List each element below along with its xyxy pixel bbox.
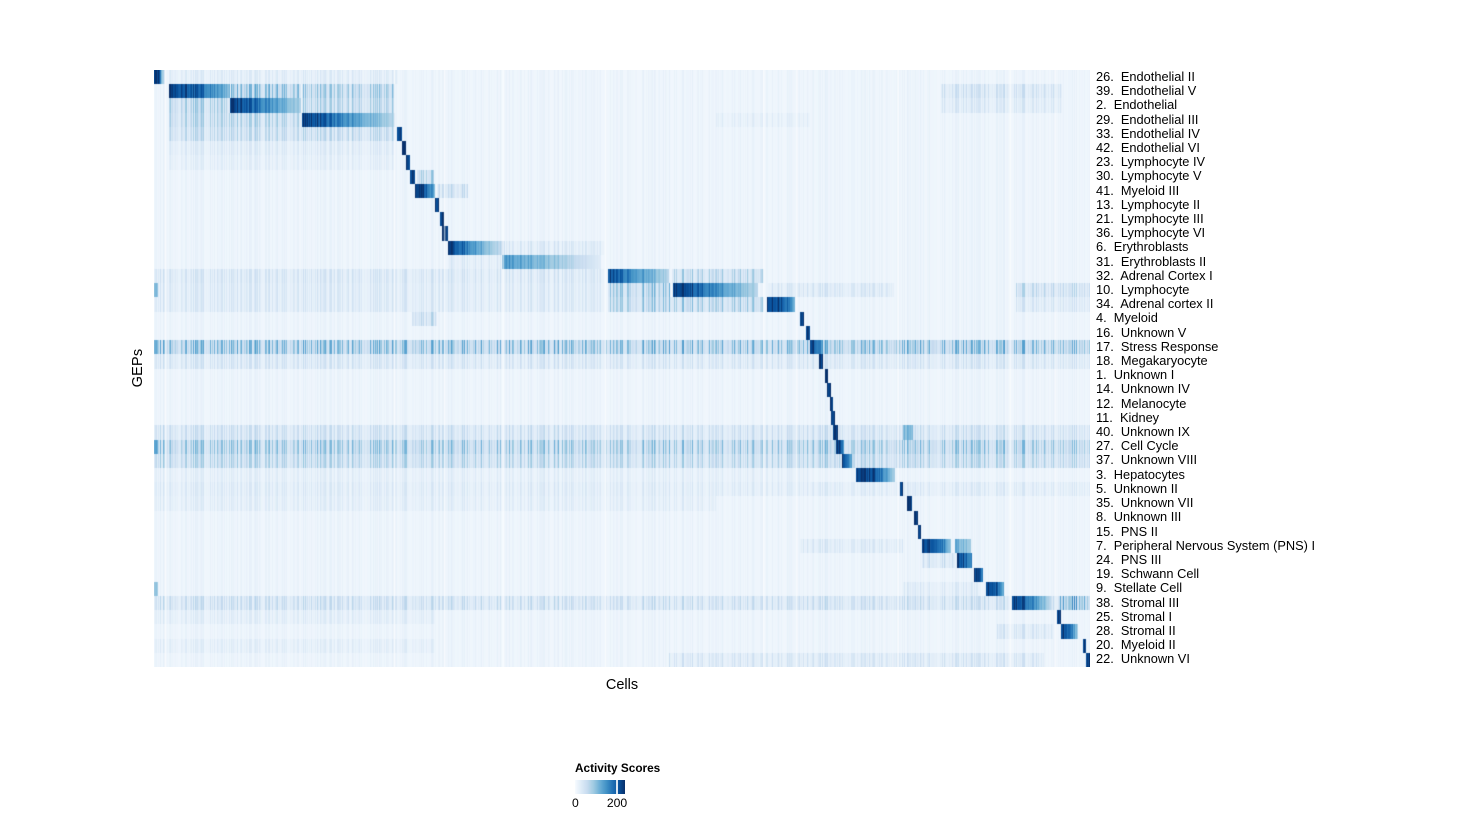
- row-label: 42. Endothelial VI: [1096, 140, 1200, 156]
- legend-label-min: 0: [572, 796, 579, 810]
- row-label: 18. Megakaryocyte: [1096, 353, 1208, 369]
- row-label: 24. PNS III: [1096, 551, 1162, 567]
- row-label: 25. Stromal I: [1096, 608, 1173, 624]
- row-label: 39. Endothelial V: [1096, 83, 1197, 99]
- legend-gradient-bar: [575, 780, 625, 794]
- row-label: 26. Endothelial II: [1096, 69, 1195, 84]
- row-label-column: 26. Endothelial II 39. Endothelial V 2. En…: [1096, 69, 1316, 667]
- row-label: 29. Endothelial III: [1096, 111, 1199, 127]
- row-label: 10. Lymphocyte: [1096, 282, 1190, 298]
- legend-tick-mark: [616, 780, 618, 794]
- row-label: 16. Unknown V: [1096, 324, 1187, 340]
- row-label: 5. Unknown II: [1096, 480, 1178, 496]
- row-label: 15. PNS II: [1096, 523, 1158, 539]
- row-label: 37. Unknown VIII: [1096, 452, 1198, 468]
- row-label: 28. Stromal II: [1096, 622, 1176, 638]
- row-label: 31. Erythroblasts II: [1096, 253, 1207, 269]
- row-label: 21. Lymphocyte III: [1096, 211, 1204, 227]
- y-axis-label: GEPs: [130, 348, 146, 388]
- legend-title: Activity Scores: [575, 761, 661, 775]
- row-label: 19. Schwann Cell: [1096, 566, 1200, 582]
- row-label: 35. Unknown VII: [1096, 495, 1194, 511]
- row-label: 34. Adrenal cortex II: [1096, 296, 1214, 312]
- legend-tick-labels: 0 200: [572, 796, 660, 811]
- row-label: 11. Kidney: [1096, 409, 1160, 425]
- heatmap-matrix: [154, 70, 1090, 667]
- row-label: 36. Lymphocyte VI: [1096, 225, 1206, 241]
- row-label: 20. Myeloid II: [1096, 637, 1176, 653]
- row-label: 30. Lymphocyte V: [1096, 168, 1202, 184]
- legend-label-200: 200: [606, 796, 628, 810]
- row-label: 6. Erythroblasts: [1096, 239, 1189, 255]
- row-label: 8. Unknown III: [1096, 509, 1182, 525]
- row-label: 13. Lymphocyte II: [1096, 196, 1201, 212]
- row-label: 14. Unknown IV: [1096, 381, 1190, 397]
- row-label: 1. Unknown I: [1096, 367, 1175, 383]
- row-label: 41. Myeloid III: [1096, 182, 1180, 198]
- row-label: 17. Stress Response: [1096, 338, 1219, 354]
- row-label: 22. Unknown VI: [1096, 651, 1190, 667]
- x-axis-label: Cells: [605, 677, 639, 693]
- row-label: 12. Melanocyte: [1096, 395, 1187, 411]
- row-label: 7. Peripheral Nervous System (PNS) I: [1096, 537, 1316, 553]
- row-label: 2. Endothelial: [1096, 97, 1178, 113]
- row-label: 4. Myeloid: [1096, 310, 1158, 326]
- row-label: 27. Cell Cycle: [1096, 438, 1179, 454]
- row-label: 3. Hepatocytes: [1096, 466, 1185, 482]
- row-label: 9. Stellate Cell: [1096, 580, 1183, 596]
- row-label: 38. Stromal III: [1096, 594, 1180, 610]
- legend: Activity Scores 0 200: [572, 761, 661, 811]
- row-label: 32. Adrenal Cortex I: [1096, 267, 1213, 283]
- row-label: 33. Endothelial IV: [1096, 125, 1200, 141]
- row-label: 40. Unknown IX: [1096, 424, 1190, 440]
- row-label: 23. Lymphocyte IV: [1096, 154, 1206, 170]
